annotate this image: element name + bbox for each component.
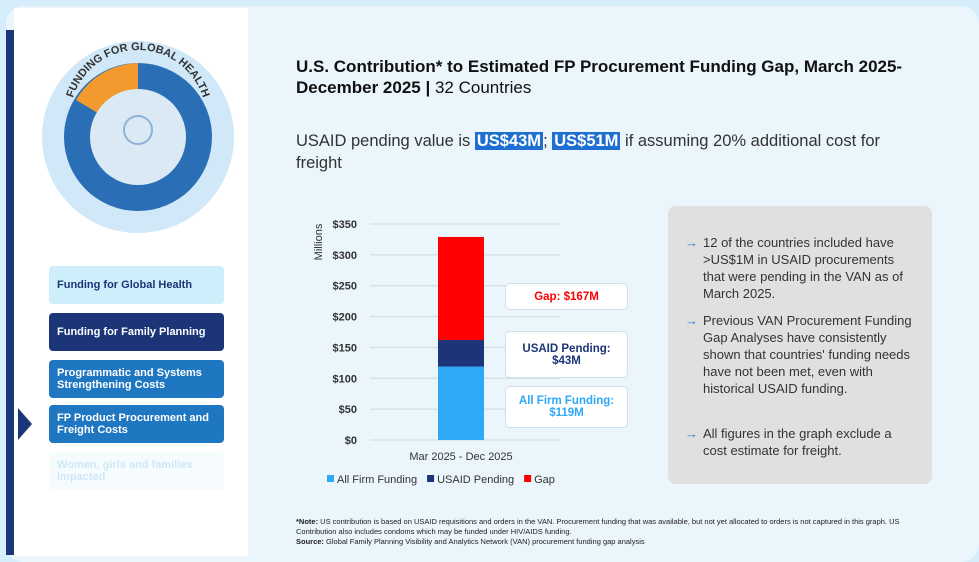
nav-item[interactable]: Programmatic and Systems Strengthening C… [49,360,224,398]
y-axis-label: Millions [313,223,325,260]
bar-segment [438,366,484,440]
legend-swatch [524,475,532,482]
highlight: US$43M [474,132,544,150]
y-tick-label: $250 [333,281,357,293]
legend-label: All Firm Funding [337,474,417,486]
nav-item[interactable]: FP Product Procurement and Freight Costs [49,405,224,443]
bullet: All figures in the graph exclude a cost … [685,425,917,459]
x-tick-label: Mar 2025 - Dec 2025 [409,451,512,463]
note-label: *Note: [296,517,319,526]
highlight: US$51M [552,132,621,150]
bar-segment [438,340,484,367]
legend-label: USAID Pending [437,474,514,486]
source-label: Source: [296,537,324,546]
y-tick-label: $300 [333,250,357,262]
subtitle-text: USAID pending value is [296,132,475,150]
side-bar-accent [6,30,14,555]
nav-item[interactable]: Funding for Family Planning [49,313,224,351]
legend-label: Gap [534,474,555,486]
data-label: All Firm Funding: $119M [505,386,628,428]
nav-item[interactable]: Women, girls and families impacted [49,452,224,490]
y-tick-label: $350 [333,219,357,231]
y-tick-label: $0 [345,435,357,447]
footnote: *Note: US contribution is based on USAID… [296,517,936,547]
y-tick-label: $200 [333,312,357,324]
nav-item[interactable]: Funding for Global Health [49,266,224,304]
icon [123,115,153,145]
note-text: US contribution is based on USAID requis… [296,517,900,536]
y-tick-label: $100 [333,373,357,385]
legend-swatch [327,475,334,482]
circle-graphic: FUNDING FOR GLOBAL HEALTH [42,41,234,233]
subtitle: USAID pending value is US$43M; US$51M if… [296,130,926,174]
data-label: USAID Pending: $43M [505,331,628,378]
active-arrow [18,408,32,440]
title-tail: 32 Countries [434,78,532,97]
subtitle-text: if assuming 20% additional cost for frei… [296,132,880,172]
title-text: U.S. Contribution* to Estimated FP Procu… [296,57,903,97]
bar-segment [438,236,484,341]
bullet: Previous VAN Procurement Funding Gap Ana… [685,312,917,397]
title: U.S. Contribution* to Estimated FP Procu… [296,56,916,98]
legend-swatch [427,475,435,482]
inner-circle [90,89,186,185]
data-label: Gap: $167M [505,283,628,310]
y-tick-label: $150 [333,342,357,354]
source-text: Global Family Planning Visibility and An… [323,537,645,546]
y-tick-label: $50 [339,404,357,416]
subtitle-text: ; [543,132,553,150]
bullet: 12 of the countries included have >US$1M… [685,234,917,302]
